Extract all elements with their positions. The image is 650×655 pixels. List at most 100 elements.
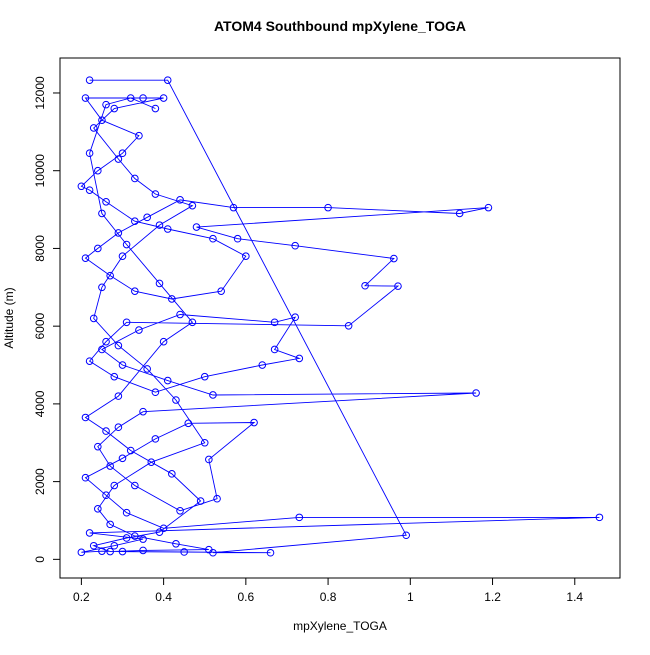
data-point (163, 225, 172, 233)
data-point (139, 94, 147, 102)
data-point (151, 104, 160, 113)
data-point (184, 419, 193, 428)
data-point (98, 283, 106, 292)
data-point (180, 548, 188, 556)
x-tick-label: 1.2 (484, 590, 501, 604)
data-point (361, 281, 369, 290)
y-axis-label: Altitude (m) (2, 287, 16, 348)
data-point (85, 186, 94, 194)
data-point (270, 345, 279, 354)
data-point (118, 361, 127, 369)
data-point (143, 213, 151, 222)
data-point (114, 229, 123, 237)
data-point (110, 372, 119, 381)
data-point (114, 155, 123, 163)
data-point (135, 131, 143, 140)
data-point (110, 104, 119, 113)
data-point (122, 318, 131, 327)
data-point (151, 435, 160, 443)
data-point (147, 458, 156, 466)
y-tick-label: 6000 (33, 312, 47, 339)
data-point (122, 240, 131, 249)
data-point (131, 481, 139, 490)
data-point (163, 76, 172, 84)
data-point (126, 94, 135, 102)
data-point (394, 282, 402, 290)
chart-title: ATOM4 Southbound mpXylene_TOGA (214, 18, 466, 34)
data-point (484, 203, 493, 212)
x-tick-label: 1.4 (566, 590, 583, 604)
data-point (258, 361, 267, 369)
data-point (159, 524, 168, 533)
data-point (122, 508, 131, 517)
data-point (81, 413, 90, 422)
x-tick-label: 1 (407, 590, 414, 604)
data-point (102, 491, 110, 500)
y-tick-label: 10000 (33, 154, 47, 188)
data-point (188, 201, 197, 210)
data-point (205, 455, 213, 464)
data-point (176, 196, 184, 204)
data-point (106, 520, 114, 529)
data-point (98, 209, 106, 218)
data-point (110, 481, 119, 490)
y-tick-label: 0 (33, 556, 47, 563)
data-point (155, 221, 164, 229)
data-point (114, 341, 123, 350)
data-point (402, 531, 410, 540)
data-point (188, 318, 197, 327)
x-axis-label: mpXylene_TOGA (293, 619, 387, 633)
data-point (270, 318, 279, 327)
data-point (114, 392, 123, 400)
data-point (102, 100, 110, 109)
data-point (242, 252, 250, 261)
data-point (89, 541, 98, 550)
data-point (114, 423, 123, 432)
data-point (118, 454, 127, 463)
data-point (155, 279, 164, 288)
x-tick-label: 0.8 (320, 590, 337, 604)
data-point (344, 321, 353, 330)
data-point (89, 314, 98, 323)
data-point (168, 470, 176, 478)
data-point (209, 234, 217, 243)
data-point (85, 76, 94, 84)
data-point (390, 254, 398, 263)
data-point (126, 446, 135, 455)
data-point (163, 376, 172, 385)
data-point (98, 547, 106, 555)
data-point (102, 337, 110, 346)
data-point (172, 539, 180, 548)
y-tick-label: 8000 (33, 235, 47, 262)
data-point (155, 528, 164, 536)
x-tick-label: 0.6 (238, 590, 255, 604)
data-point (472, 389, 480, 397)
data-point (131, 287, 139, 295)
data-point (250, 418, 258, 427)
data-point (159, 94, 168, 102)
data-point (85, 149, 94, 158)
data-point (131, 217, 139, 226)
data-point (89, 124, 98, 132)
y-tick-label: 12000 (33, 76, 47, 110)
data-point (159, 337, 168, 346)
data-point (81, 94, 90, 102)
data-point (98, 116, 106, 124)
data-point (98, 345, 106, 354)
data-point (213, 494, 221, 503)
data-point (455, 209, 464, 218)
data-point (229, 203, 238, 212)
data-point (295, 513, 304, 522)
data-point (200, 372, 209, 381)
data-point (139, 535, 147, 543)
data-point (196, 497, 205, 505)
data-point (172, 396, 180, 404)
y-tick-label: 2000 (33, 468, 47, 495)
data-point (291, 241, 299, 250)
data-line (80, 79, 600, 554)
data-point (139, 546, 147, 555)
x-tick-label: 0.4 (155, 590, 172, 604)
data-point (102, 427, 110, 435)
data-point (94, 244, 102, 253)
